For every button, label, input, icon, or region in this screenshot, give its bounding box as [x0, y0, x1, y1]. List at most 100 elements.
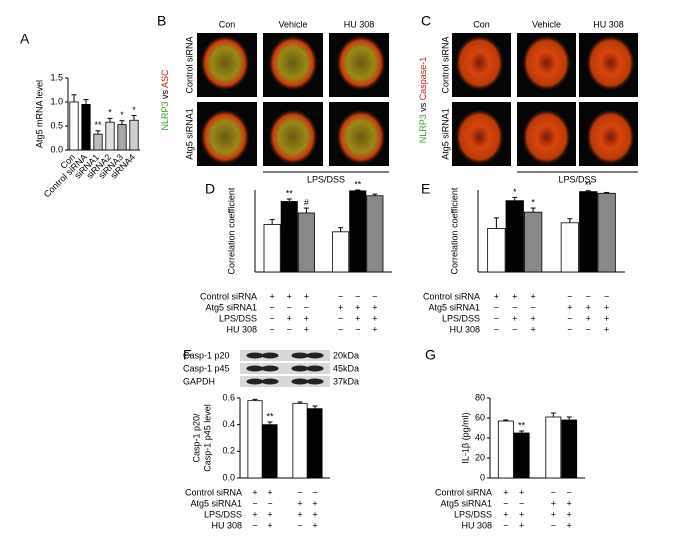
- y-axis-label: Casp-1 p45 level: [202, 404, 212, 472]
- condition-sign: −: [252, 498, 257, 508]
- panel-letter: F: [183, 347, 192, 363]
- cell: [585, 108, 636, 166]
- condition-sign: −: [494, 313, 499, 323]
- y-tick-label: 40: [475, 432, 485, 442]
- condition-sign: −: [567, 291, 572, 301]
- panel-letter: D: [205, 181, 215, 197]
- row-label: Control siRNA: [440, 36, 450, 93]
- condition-label: LPS/DSS: [442, 313, 480, 323]
- condition-sign: +: [312, 509, 317, 519]
- condition-label: HU 308: [449, 324, 480, 334]
- condition-sign: +: [297, 509, 302, 519]
- bar: [523, 211, 543, 273]
- blot-size: 45kDa: [333, 363, 359, 373]
- annotation: **: [585, 180, 593, 190]
- blot-lane: [240, 363, 330, 374]
- annotation: *: [120, 110, 124, 120]
- stain-first: NLRP3: [418, 114, 428, 143]
- bracket-label: LPS/DSS: [558, 174, 596, 184]
- condition-label: Atg5 siRNA1: [440, 498, 492, 508]
- condition-sign: −: [530, 302, 535, 312]
- y-tick-label: 80: [475, 392, 485, 402]
- column-label: HU 308: [593, 19, 624, 29]
- blot-lane: [240, 350, 330, 361]
- condition-sign: +: [297, 498, 302, 508]
- y-tick-label: 0.6: [222, 392, 235, 402]
- column-label: HU 308: [344, 19, 375, 29]
- condition-sign: +: [530, 313, 535, 323]
- cell: [267, 34, 319, 92]
- condition-sign: −: [551, 520, 556, 530]
- condition-sign: −: [503, 520, 508, 530]
- blot-band: [306, 378, 324, 385]
- blot-size: 20kDa: [333, 350, 359, 360]
- condition-sign: +: [519, 509, 524, 519]
- row-label: Control siRNA: [184, 36, 194, 93]
- bar: [597, 192, 616, 273]
- condition-sign: +: [269, 291, 274, 301]
- condition-sign: +: [604, 324, 609, 334]
- y-tick-label: 0.2: [222, 446, 235, 456]
- condition-label: LPS/DSS: [219, 313, 257, 323]
- condition-sign: +: [530, 324, 535, 334]
- bar: [292, 402, 308, 479]
- condition-sign: −: [338, 291, 343, 301]
- y-axis-label: Atg5 mRNA level: [34, 80, 44, 148]
- condition-sign: +: [494, 291, 499, 301]
- condition-sign: +: [267, 509, 272, 519]
- bar: [117, 124, 127, 151]
- condition-sign: +: [304, 291, 309, 301]
- condition-sign: −: [503, 498, 508, 508]
- blot-band: [246, 365, 264, 372]
- condition-sign: −: [372, 291, 377, 301]
- bar: [307, 408, 323, 479]
- condition-sign: +: [287, 313, 292, 323]
- annotation: **: [518, 420, 526, 430]
- blot-band: [306, 352, 324, 359]
- panel-letter: A: [20, 31, 30, 47]
- condition-sign: +: [503, 509, 508, 519]
- row-label: Atg5 siRNA1: [184, 108, 194, 160]
- blot-band: [306, 365, 324, 372]
- column-label: Vehicle: [532, 19, 561, 29]
- condition-label: HU 308: [211, 520, 242, 530]
- annotation: **: [94, 120, 102, 130]
- bar: [69, 101, 79, 151]
- condition-sign: +: [312, 498, 317, 508]
- condition-sign: +: [604, 302, 609, 312]
- condition-sign: +: [338, 302, 343, 312]
- condition-sign: +: [372, 313, 377, 323]
- condition-label: LPS/DSS: [454, 509, 492, 519]
- annotation: *: [132, 105, 136, 115]
- row-label: Atg5 siRNA1: [440, 108, 450, 160]
- blot-band: [291, 352, 309, 359]
- y-tick-label: 0.5: [50, 120, 63, 130]
- condition-sign: −: [252, 520, 257, 530]
- condition-sign: −: [297, 487, 302, 497]
- condition-sign: −: [567, 487, 572, 497]
- condition-label: Control siRNA: [435, 487, 492, 497]
- blot-band: [261, 378, 279, 385]
- annotation: **: [286, 188, 294, 198]
- condition-label: HU 308: [461, 520, 492, 530]
- stain-joiner: vs: [418, 100, 428, 114]
- cell: [335, 108, 387, 166]
- bar: [93, 133, 103, 151]
- panel-letter: B: [157, 13, 166, 29]
- annotation: **: [266, 411, 274, 421]
- y-tick-label: 0: [480, 472, 485, 482]
- condition-sign: −: [586, 291, 591, 301]
- condition-sign: −: [512, 324, 517, 334]
- y-tick-label: 0.4: [222, 419, 235, 429]
- condition-sign: +: [355, 313, 360, 323]
- column-label: Con: [473, 19, 490, 29]
- bar: [505, 200, 524, 273]
- condition-sign: −: [269, 313, 274, 323]
- condition-sign: +: [304, 313, 309, 323]
- blot-band: [261, 352, 279, 359]
- condition-sign: +: [530, 291, 535, 301]
- condition-sign: −: [269, 324, 274, 334]
- bar: [487, 228, 506, 273]
- stain-label: NLRP3 vs Caspase-1: [418, 57, 428, 144]
